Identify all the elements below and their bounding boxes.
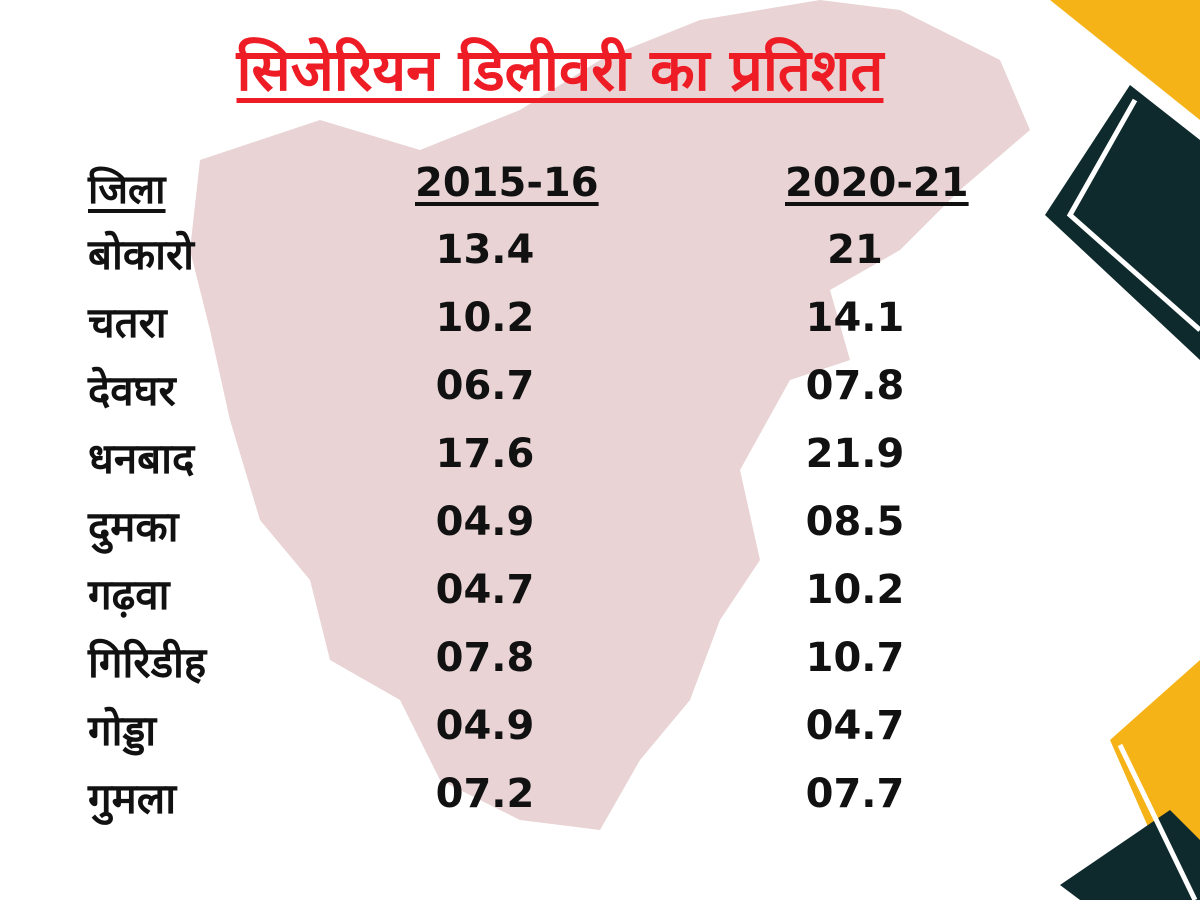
value-cell: 21.9 <box>805 431 905 477</box>
value-cell: 07.2 <box>435 771 535 817</box>
value-cell: 10.2 <box>805 567 905 613</box>
corner-yellow-top <box>1050 0 1200 120</box>
district-name: गढ़वा <box>88 570 170 619</box>
district-name: चतरा <box>88 298 167 347</box>
value-cell: 10.2 <box>435 295 535 341</box>
value-cell: 07.8 <box>805 363 905 409</box>
corner-line-top <box>1066 98 1200 332</box>
district-name: धनबाद <box>88 434 195 483</box>
district-name: गुमला <box>88 774 177 823</box>
column-header: 2020-21 <box>785 160 969 206</box>
value-cell: 13.4 <box>435 227 535 273</box>
value-cell: 07.8 <box>435 635 535 681</box>
value-cell: 04.7 <box>435 567 535 613</box>
map-shape <box>190 0 1030 830</box>
value-cell: 21 <box>827 227 883 273</box>
value-cell: 17.6 <box>435 431 535 477</box>
district-name: देवघर <box>88 366 176 415</box>
value-cell: 08.5 <box>805 499 905 545</box>
value-cell: 06.7 <box>435 363 535 409</box>
district-name: दुमका <box>88 502 179 551</box>
value-cell: 14.1 <box>805 295 905 341</box>
value-cell: 04.9 <box>435 499 535 545</box>
title: सिजेरियन डिलीवरी का प्रतिशत <box>236 36 884 104</box>
corner-line-bottom <box>1117 743 1198 900</box>
corner-dark-top <box>1045 85 1200 360</box>
column-header: जिला <box>88 167 166 213</box>
value-cell: 07.7 <box>805 771 905 817</box>
column-header: 2015-16 <box>415 160 599 206</box>
value-cell: 10.7 <box>805 635 905 681</box>
value-cell: 04.9 <box>435 703 535 749</box>
district-name: गोड्डा <box>88 706 157 755</box>
value-cell: 04.7 <box>805 703 905 749</box>
corner-dark-bottom <box>1060 810 1200 900</box>
district-name: गिरिडीह <box>88 638 207 687</box>
district-name: बोकारो <box>88 230 195 279</box>
